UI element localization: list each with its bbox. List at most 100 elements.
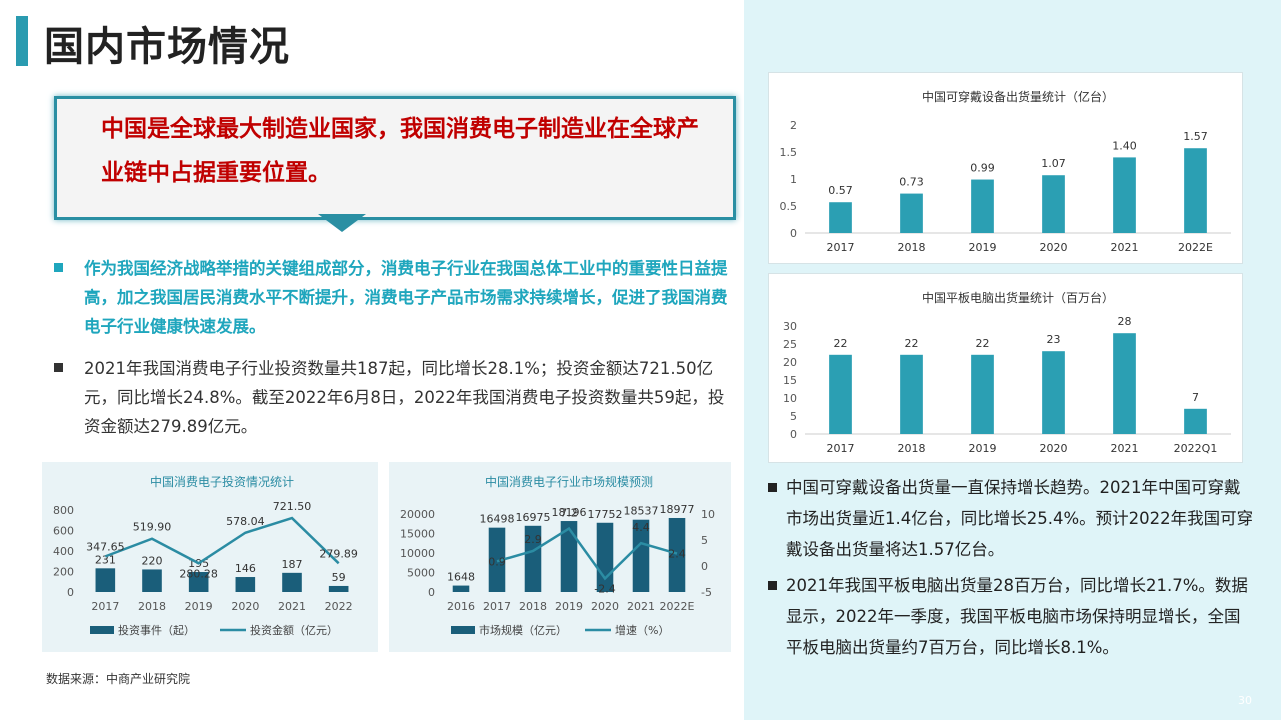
bar xyxy=(1184,148,1207,233)
bullet-point-2: 2021年我国消费电子行业投资数量共187起，同比增长28.1%；投资金额达72… xyxy=(54,354,730,444)
bar xyxy=(1113,333,1136,434)
line-label: 2.4 xyxy=(668,548,686,561)
chart-title: 中国可穿戴设备出货量统计（亿台） xyxy=(922,89,1114,104)
bullet-square-icon xyxy=(54,263,63,272)
bar xyxy=(328,585,349,592)
line-label: -2.4 xyxy=(594,582,615,595)
y-tick-label: 15 xyxy=(783,374,797,387)
line-label: 4.4 xyxy=(632,521,650,534)
market-size-chart: 中国消费电子行业市场规模预测 0 5000 10000 15000 20000 -5 0 5 10… xyxy=(389,462,731,652)
x-tick-label: 2022E xyxy=(660,600,695,613)
bar-label: 16498 xyxy=(480,513,515,526)
y-tick-label: 10 xyxy=(783,392,797,405)
y-tick-label: 0 xyxy=(428,586,435,599)
investment-chart-svg: 中国消费电子投资情况统计 0 200 400 600 800 231 2017 220 2018 1… xyxy=(53,474,358,637)
bar xyxy=(829,354,852,434)
y-tick-label: 400 xyxy=(53,545,74,558)
x-tick-label: 2018 xyxy=(138,600,166,613)
line-series xyxy=(104,516,340,565)
line-label: 7.2 xyxy=(560,507,578,520)
bar xyxy=(488,527,506,592)
bar-label: 28 xyxy=(1118,315,1132,328)
bar-label: 1.40 xyxy=(1112,139,1137,152)
bar xyxy=(668,517,686,592)
x-tick-label: 2020 xyxy=(591,600,619,613)
bar-label: 23 xyxy=(1047,333,1061,346)
x-tick-label: 2018 xyxy=(898,442,926,455)
bar-label: 18537 xyxy=(624,505,659,518)
y-tick-label: 5000 xyxy=(407,567,435,580)
y-tick-label: 0 xyxy=(790,227,797,240)
bar xyxy=(829,202,852,233)
line-series xyxy=(496,526,678,581)
wearable-chart-svg: 中国可穿戴设备出货量统计（亿台） 0 0.5 1 1.5 2 0.57 2017 0.73 201… xyxy=(780,89,1231,254)
bar xyxy=(188,572,209,592)
bar-label: 22 xyxy=(976,337,990,350)
right-bullet-2: 2021年我国平板电脑出货量28百万台，同比增长21.7%。数据显示，2022年… xyxy=(768,570,1258,666)
chart-title: 中国消费电子投资情况统计 xyxy=(150,474,294,489)
x-tick-label: 2020 xyxy=(231,600,259,613)
y-tick-label: 20000 xyxy=(400,508,435,521)
bar xyxy=(452,585,470,592)
y-tick-label: 0 xyxy=(790,428,797,441)
chart-title: 中国平板电脑出货量统计（百万台） xyxy=(922,290,1114,305)
y-tick-label: 1 xyxy=(790,173,797,186)
bar xyxy=(1184,408,1207,434)
y-tick-label: 800 xyxy=(53,504,74,517)
right-bullet-text-2: 2021年我国平板电脑出货量28百万台，同比增长21.7%。数据显示，2022年… xyxy=(786,576,1248,657)
y-tick-label: 5 xyxy=(790,410,797,423)
x-tick-label: 2017 xyxy=(483,600,511,613)
x-tick-label: 2019 xyxy=(969,241,997,254)
bullet-square-icon xyxy=(54,363,63,372)
bar xyxy=(95,568,116,592)
y-tick-label: 30 xyxy=(783,320,797,333)
x-tick-label: 2019 xyxy=(555,600,583,613)
market-size-chart-svg: 中国消费电子行业市场规模预测 0 5000 10000 15000 20000 -5 0 5 10… xyxy=(400,474,715,637)
legend-label: 市场规模（亿元） xyxy=(479,623,567,637)
tablet-chart: 中国平板电脑出货量统计（百万台） 0 5 10 15 20 25 30 22 2017 22 2018… xyxy=(768,273,1243,463)
x-tick-label: 2018 xyxy=(519,600,547,613)
legend-label: 投资金额（亿元） xyxy=(250,623,338,637)
bar xyxy=(632,519,650,592)
bullet-square-icon xyxy=(768,581,777,590)
line-label: 519.90 xyxy=(133,521,172,534)
callout-text: 中国是全球最大制造业国家，我国消费电子制造业在全球产业链中占据重要位置。 xyxy=(101,116,699,186)
legend-bar-swatch xyxy=(451,626,475,634)
bar-label: 0.73 xyxy=(899,176,924,189)
wearable-chart: 中国可穿戴设备出货量统计（亿台） 0 0.5 1 1.5 2 0.57 2017 0.73 201… xyxy=(768,72,1243,264)
chart-title: 中国消费电子行业市场规模预测 xyxy=(485,474,653,489)
bullet-square-icon xyxy=(768,483,777,492)
bar-label: 22 xyxy=(905,337,919,350)
bar xyxy=(1042,351,1065,434)
y2-tick-label: 10 xyxy=(701,508,715,521)
legend-label: 投资事件（起） xyxy=(118,623,195,637)
y-tick-label: 0 xyxy=(67,586,74,599)
title-accent-bar xyxy=(16,16,28,66)
x-tick-label: 2022E xyxy=(1178,241,1213,254)
bar-label: 220 xyxy=(142,554,163,567)
bar-label: 17752 xyxy=(588,508,623,521)
page-number: 30 xyxy=(1238,694,1252,707)
y-tick-label: 20 xyxy=(783,356,797,369)
bar-label: 18977 xyxy=(660,503,695,516)
bar-label: 187 xyxy=(282,558,303,571)
x-tick-label: 2021 xyxy=(1111,241,1139,254)
investment-chart: 中国消费电子投资情况统计 0 200 400 600 800 231 2017 220 2018 1… xyxy=(42,462,378,652)
y2-tick-label: -5 xyxy=(701,586,712,599)
bullet-text-1: 作为我国经济战略举措的关键组成部分，消费电子行业在我国总体工业中的重要性日益提高… xyxy=(84,259,728,336)
bullet-point-1: 作为我国经济战略举措的关键组成部分，消费电子行业在我国总体工业中的重要性日益提高… xyxy=(54,254,730,344)
y-tick-label: 15000 xyxy=(400,528,435,541)
y2-tick-label: 5 xyxy=(701,534,708,547)
bar xyxy=(142,569,162,592)
x-tick-label: 2020 xyxy=(1040,442,1068,455)
bar-label: 1.07 xyxy=(1041,157,1066,170)
y-tick-label: 25 xyxy=(783,338,797,351)
x-tick-label: 2017 xyxy=(91,600,119,613)
bar xyxy=(971,179,994,233)
y2-tick-label: 0 xyxy=(701,560,708,573)
right-bullet-text-1: 中国可穿戴设备出货量一直保持增长趋势。2021年中国可穿戴市场出货量近1.4亿台… xyxy=(786,478,1254,559)
line-label: 280.28 xyxy=(179,567,218,580)
bar xyxy=(524,525,542,592)
callout-box: 中国是全球最大制造业国家，我国消费电子制造业在全球产业链中占据重要位置。 xyxy=(54,96,736,220)
bar-label: 59 xyxy=(332,571,346,584)
